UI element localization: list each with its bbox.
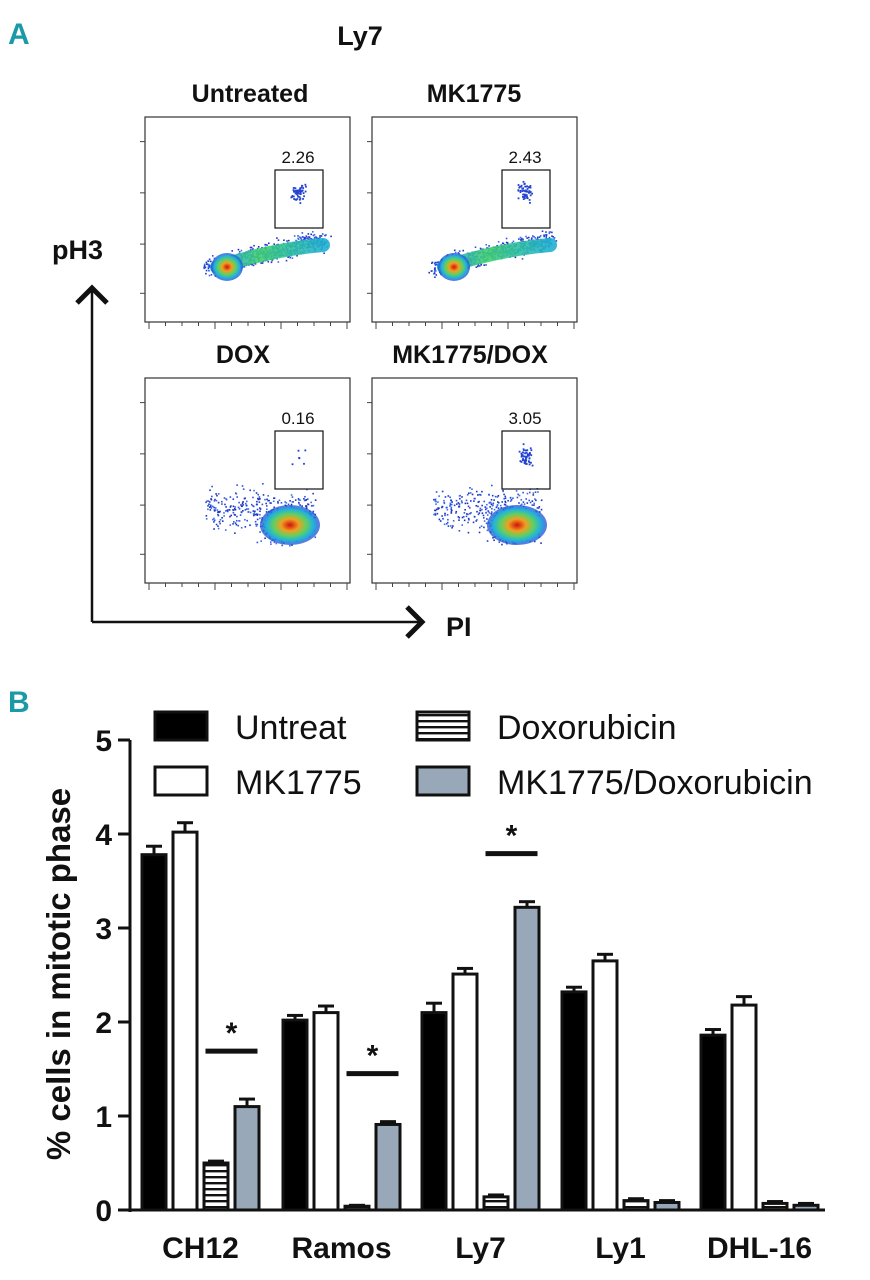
bar-mk1775-ch12 — [171, 830, 199, 1212]
cell-line-title: Ly7 — [337, 21, 383, 51]
bar-untreat-ly1 — [560, 990, 588, 1212]
legend-item-doxorubicin: Doxorubicin — [415, 709, 677, 747]
legend-label: MK1775/Doxorubicin — [497, 764, 813, 802]
facs-ticks — [140, 141, 348, 329]
legend: Untreat MK1775 Doxorubicin MK1775/Doxorubic… — [153, 709, 813, 802]
legend-swatch — [153, 710, 209, 742]
panel-a-letter: A — [8, 18, 30, 51]
mitotic-gate — [274, 169, 324, 229]
x-category-label: Ly7 — [455, 1232, 506, 1265]
gate-percentage: 2.26 — [281, 148, 314, 167]
bar-mk1775-doxorubicin-ly7 — [513, 905, 541, 1212]
bar-mk1775-doxorubicin-ch12 — [233, 1105, 261, 1212]
bar-doxorubicin-ramos — [343, 1204, 371, 1212]
legend-swatch — [153, 765, 209, 797]
facs-plot-frame — [144, 377, 351, 584]
bar-mk1775-ly7 — [451, 972, 479, 1212]
significance-star: * — [226, 1017, 238, 1050]
gate-percentage: 0.16 — [281, 409, 314, 428]
facs-ticks — [367, 402, 575, 590]
facs-plot-title: Untreated — [192, 80, 309, 108]
y-axis-label: % cells in mitotic phase — [40, 788, 77, 1160]
gate-percentage: 2.43 — [508, 148, 541, 167]
facs-plot-frame — [371, 116, 578, 323]
facs-plot-frame — [144, 116, 351, 323]
bar-mk1775-doxorubicin-ramos — [374, 1122, 402, 1212]
x-category-label: DHL-16 — [707, 1232, 812, 1265]
bar-doxorubicin-ly1 — [622, 1199, 650, 1212]
pi-axis-label: PI — [446, 612, 472, 642]
legend-item-mk1775-doxorubicin: MK1775/Doxorubicin — [415, 764, 813, 802]
facs-plot-untreated: Untreated 2.26 — [140, 80, 351, 329]
panel-b-letter: B — [8, 686, 30, 719]
legend-label: Untreat — [235, 709, 347, 747]
facs-density-peak — [438, 253, 470, 281]
y-tick-label: 0 — [95, 1195, 112, 1228]
facs-plot-title: DOX — [216, 341, 271, 369]
facs-plot-mk1775: MK1775 2.43 — [367, 80, 578, 329]
bar-untreat-ch12 — [140, 853, 168, 1212]
bar-untreat-dhl-16 — [699, 1033, 727, 1212]
ph3-axis-label: pH3 — [52, 235, 103, 265]
bar-group-dhl-16 — [699, 995, 820, 1212]
gate-percentage: 3.05 — [508, 409, 541, 428]
bar-chart: 0 1 2 3 4 5 CH12 Ramos Ly7 Ly1 DHL-16 * * * — [95, 725, 825, 1265]
y-tick-label: 4 — [95, 819, 112, 852]
bar-doxorubicin-dhl-16 — [761, 1201, 789, 1212]
x-category-label: Ly1 — [595, 1232, 646, 1265]
facs-plot-title: MK1775 — [427, 80, 522, 108]
y-tick-label: 3 — [95, 913, 112, 946]
bar-mk1775-dhl-16 — [730, 1003, 758, 1212]
legend-item-mk1775: MK1775 — [153, 764, 362, 802]
significance-star: * — [367, 1040, 379, 1073]
legend-item-untreat: Untreat — [153, 709, 347, 747]
bar-untreat-ly7 — [420, 1011, 448, 1212]
bar-untreat-ramos — [281, 1018, 309, 1212]
mitotic-gate — [501, 430, 551, 490]
bar-group-ly1 — [560, 952, 681, 1212]
facs-density-peak — [211, 253, 243, 281]
facs-plots: Untreated 2.26 MK1775 2.43 DOX 0.16 MK1775/DOX… — [140, 80, 578, 590]
facs-plot-frame — [371, 377, 578, 584]
bar-group-ramos — [281, 1004, 402, 1212]
legend-label: MK1775 — [235, 764, 362, 802]
bar-group-ly7 — [420, 900, 541, 1212]
facs-ticks — [367, 141, 575, 329]
y-tick-label: 1 — [95, 1101, 112, 1134]
mitotic-gate — [501, 169, 551, 229]
bar-mk1775-ly1 — [591, 959, 619, 1212]
legend-label: Doxorubicin — [497, 709, 677, 747]
facs-density-peak — [260, 505, 320, 545]
y-tick-label: 5 — [95, 725, 112, 758]
facs-plot-dox: DOX 0.16 — [140, 341, 351, 590]
bar-mk1775-ramos — [312, 1011, 340, 1212]
bar-doxorubicin-ch12 — [202, 1161, 230, 1212]
x-category-label: CH12 — [162, 1232, 239, 1265]
y-tick-label: 2 — [95, 1007, 112, 1040]
bar-mk1775-doxorubicin-dhl-16 — [792, 1203, 820, 1212]
bar-group-ch12 — [140, 821, 261, 1212]
mitotic-gate — [274, 430, 324, 490]
significance-star: * — [506, 820, 518, 853]
facs-ticks — [140, 402, 348, 590]
bar-doxorubicin-ly7 — [482, 1195, 510, 1212]
x-category-label: Ramos — [291, 1232, 391, 1265]
legend-swatch — [415, 710, 471, 742]
facs-plot-combo: MK1775/DOX 3.05 — [367, 341, 578, 590]
facs-density-peak — [487, 505, 547, 545]
facs-plot-title: MK1775/DOX — [392, 341, 548, 369]
bar-mk1775-doxorubicin-ly1 — [653, 1200, 681, 1212]
legend-swatch — [415, 765, 471, 797]
